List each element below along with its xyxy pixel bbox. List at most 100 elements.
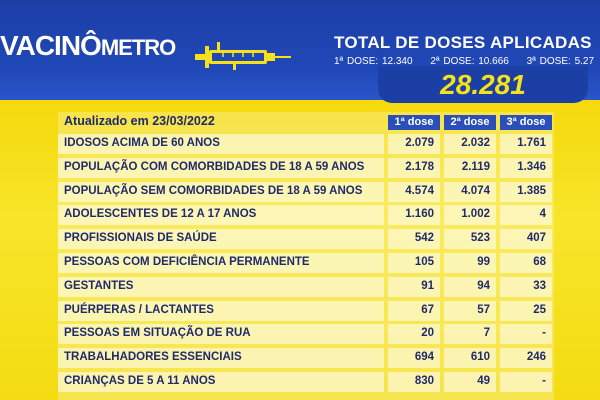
row-dose1-cell <box>388 205 440 226</box>
total-value-box: 28.281 <box>378 66 588 103</box>
row-dose2-cell <box>444 205 496 226</box>
row-dose1-cell <box>388 300 440 321</box>
table-row: CRIANÇAS DE 5 A 11 ANOS 830 49 - <box>58 372 554 392</box>
row-dose1-cell <box>388 372 440 392</box>
table-row: POPULAÇÃO COM COMORBIDADES DE 18 A 59 AN… <box>58 157 554 178</box>
dose-breakdown: 1ª DOSE: 12.340 2ª DOSE: 10.666 3ª DOSE:… <box>334 56 600 67</box>
row-label-cell <box>58 253 384 273</box>
row-dose1-cell <box>388 324 440 345</box>
row-dose2-value: 2.032 <box>461 137 490 149</box>
row-dose3-value: 1.385 <box>517 184 546 197</box>
total-value: 28.281 <box>440 69 526 100</box>
row-dose2-cell <box>444 157 496 178</box>
table-row: PESSOAS EM SITUAÇÃO DE RUA 20 7 - <box>58 324 554 345</box>
row-dose2-cell <box>444 324 496 345</box>
row-dose1-value: 2.079 <box>405 137 434 149</box>
row-dose3-cell <box>500 300 552 321</box>
column-header-dose1: 1ª dose <box>388 115 440 130</box>
table-row: PUÉRPERAS / LACTANTES 67 57 25 <box>58 300 554 321</box>
row-label: POPULAÇÃO COM COMORBIDADES DE 18 A 59 AN… <box>64 160 365 173</box>
row-dose2-value: 2.119 <box>461 160 490 173</box>
row-label: PROFISSIONAIS DE SAÚDE <box>64 232 217 245</box>
row-label: POPULAÇÃO SEM COMORBIDADES DE 18 A 59 AN… <box>64 184 363 197</box>
row-label-cell <box>58 181 384 202</box>
row-dose3-value: 25 <box>533 303 546 316</box>
table-row: IDOSOS ACIMA DE 60 ANOS 2.079 2.032 1.761 <box>58 134 554 154</box>
row-label: PESSOAS COM DEFICIÊNCIA PERMANENTE <box>64 256 310 268</box>
row-dose1-value: 105 <box>414 256 434 268</box>
row-dose3-cell <box>500 205 552 226</box>
row-dose2-cell <box>444 253 496 273</box>
row-dose3-value: 4 <box>539 208 546 221</box>
row-dose1-value: 542 <box>414 232 434 245</box>
row-label-cell <box>58 300 384 321</box>
row-label: ADOLESCENTES DE 12 A 17 ANOS <box>64 208 257 221</box>
row-dose2-value: 99 <box>477 256 490 268</box>
row-label-cell <box>58 134 384 154</box>
row-dose3-cell <box>500 276 552 297</box>
row-dose3-value: 246 <box>526 351 546 364</box>
row-label-cell <box>58 348 384 369</box>
row-dose1-value: 2.178 <box>405 160 434 173</box>
row-dose3-value: 33 <box>533 279 546 292</box>
row-dose3-value: 1.761 <box>517 137 546 149</box>
row-dose1-value: 91 <box>421 279 434 292</box>
vacinometro-logo: VACINÔMETRO <box>0 30 176 61</box>
row-dose3-cell <box>500 181 552 202</box>
row-dose3-value: - <box>542 327 546 340</box>
row-dose3-cell <box>500 253 552 273</box>
row-dose2-cell <box>444 348 496 369</box>
row-dose1-value: 694 <box>414 351 434 364</box>
row-dose1-value: 67 <box>421 303 434 316</box>
total-doses-title: TOTAL DE DOSES APLICADAS <box>334 33 592 52</box>
row-dose2-value: 610 <box>470 351 490 364</box>
row-dose2-value: 7 <box>483 327 490 340</box>
table-row: GESTANTES 91 94 33 <box>58 276 554 297</box>
dose2-total: 2ª DOSE: 10.666 <box>430 56 509 67</box>
row-dose1-cell <box>388 253 440 273</box>
row-dose1-value: 830 <box>414 375 434 387</box>
row-dose2-cell <box>444 134 496 154</box>
row-label: PESSOAS EM SITUAÇÃO DE RUA <box>64 327 251 340</box>
row-dose2-cell <box>444 181 496 202</box>
row-label: CRIANÇAS DE 5 A 11 ANOS <box>64 375 216 387</box>
row-dose1-cell <box>388 229 440 250</box>
row-dose2-value: 49 <box>477 375 490 387</box>
row-dose1-value: 1.160 <box>405 208 434 221</box>
row-dose1-value: 20 <box>421 327 434 340</box>
row-dose1-cell <box>388 348 440 369</box>
row-dose1-cell <box>388 157 440 178</box>
row-dose3-cell <box>500 229 552 250</box>
row-dose3-value: 407 <box>526 232 546 245</box>
row-dose2-cell <box>444 276 496 297</box>
column-header-dose2: 2ª dose <box>444 115 496 130</box>
table-row: PROFISSIONAIS DE SAÚDE 542 523 407 <box>58 229 554 250</box>
dose3-total: 3ª DOSE: 5.27 <box>526 56 595 67</box>
row-dose1-value: 4.574 <box>405 184 434 197</box>
row-dose2-value: 4.074 <box>461 184 490 197</box>
row-dose2-value: 94 <box>477 279 490 292</box>
row-label: PUÉRPERAS / LACTANTES <box>64 303 214 316</box>
row-dose3-cell <box>500 157 552 178</box>
row-dose2-cell <box>444 229 496 250</box>
row-dose2-cell <box>444 300 496 321</box>
row-label: TRABALHADORES ESSENCIAIS <box>64 351 242 364</box>
table-row: PESSOAS COM DEFICIÊNCIA PERMANENTE 105 99 6… <box>58 253 554 273</box>
row-label-cell <box>58 372 384 392</box>
row-label-cell <box>58 157 384 178</box>
row-dose3-cell <box>500 324 552 345</box>
row-label: IDOSOS ACIMA DE 60 ANOS <box>64 137 220 149</box>
table-row: POPULAÇÃO SEM COMORBIDADES DE 18 A 59 AN… <box>58 181 554 202</box>
row-dose3-cell <box>500 134 552 154</box>
row-dose2-value: 523 <box>470 232 490 245</box>
row-dose3-value: 68 <box>533 256 546 268</box>
row-dose3-cell <box>500 372 552 392</box>
updated-date: Atualizado em 23/03/2022 <box>64 114 215 128</box>
row-label-cell <box>58 276 384 297</box>
row-dose3-value: 1.346 <box>517 160 546 173</box>
row-label: GESTANTES <box>64 279 134 292</box>
row-dose2-value: 57 <box>477 303 490 316</box>
row-dose2-value: 1.002 <box>461 208 490 221</box>
column-header-dose3: 3ª dose <box>500 115 552 130</box>
row-dose3-cell <box>500 348 552 369</box>
